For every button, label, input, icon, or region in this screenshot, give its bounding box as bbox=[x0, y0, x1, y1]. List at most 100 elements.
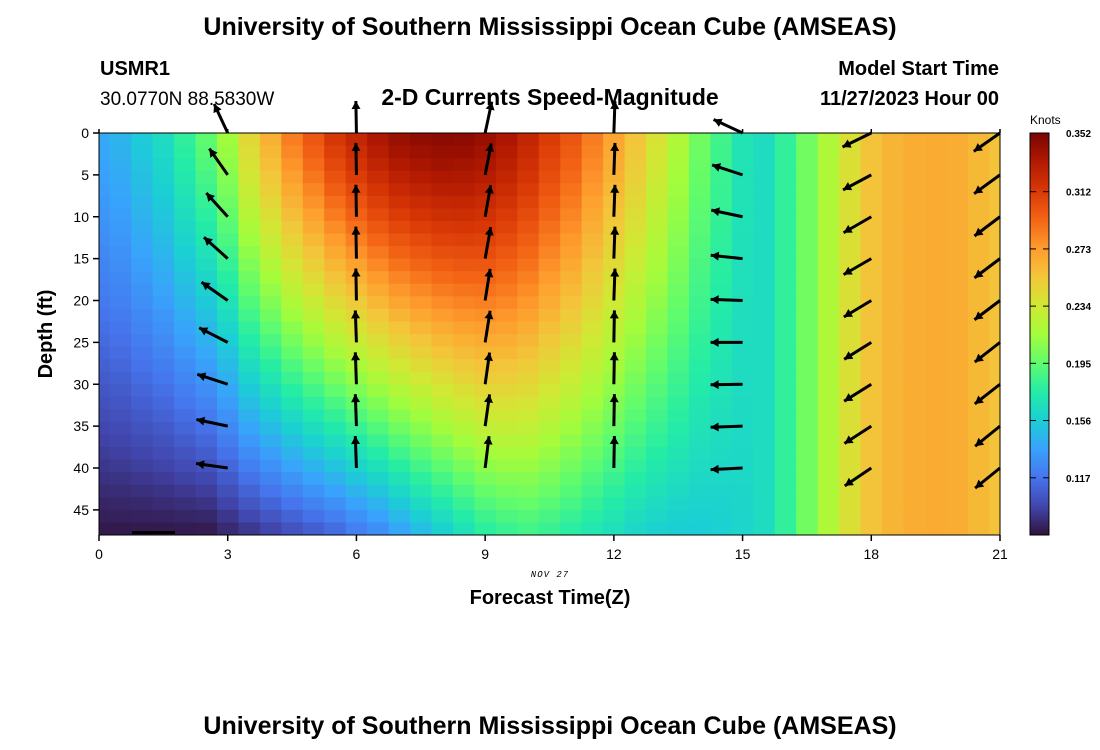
heatmap-cell bbox=[152, 296, 175, 310]
heatmap-cell bbox=[517, 522, 540, 535]
heatmap-cell bbox=[388, 195, 411, 209]
heatmap-cell bbox=[646, 158, 669, 172]
heatmap-cell bbox=[817, 497, 840, 511]
current-vector bbox=[198, 326, 229, 344]
heatmap-cell bbox=[688, 346, 711, 360]
heatmap-cell bbox=[324, 497, 347, 511]
heatmap-cell bbox=[174, 296, 197, 310]
heatmap-cell bbox=[581, 246, 604, 260]
heatmap-cell bbox=[581, 208, 604, 222]
heatmap-cell bbox=[903, 334, 926, 348]
heatmap-cell bbox=[581, 371, 604, 385]
heatmap-cell bbox=[238, 396, 261, 410]
heatmap-cell bbox=[646, 258, 669, 272]
heatmap-cell bbox=[517, 434, 540, 448]
heatmap-cell bbox=[667, 472, 690, 486]
heatmap-cell bbox=[238, 384, 261, 398]
heatmap-cell bbox=[882, 434, 905, 448]
heatmap-cell bbox=[238, 472, 261, 486]
heatmap-cell bbox=[796, 522, 819, 535]
heatmap-cell bbox=[796, 497, 819, 511]
heatmap-cell bbox=[774, 195, 797, 209]
heatmap-cell bbox=[646, 334, 669, 348]
heatmap-cell bbox=[989, 208, 1000, 222]
heatmap-cell bbox=[688, 459, 711, 473]
colorbar: 0.352 0.312 0.273 0.234 0.195 0.156 0.117 Knot… bbox=[1029, 113, 1091, 536]
heatmap-cell bbox=[131, 145, 154, 159]
heatmap-cell bbox=[667, 509, 690, 524]
current-vector bbox=[351, 142, 361, 175]
current-vector bbox=[842, 215, 873, 235]
heatmap-cell bbox=[452, 271, 476, 285]
heatmap-cell bbox=[646, 220, 669, 235]
heatmap-cell bbox=[238, 195, 261, 209]
heatmap-cell bbox=[281, 133, 304, 147]
heatmap-cell bbox=[924, 447, 947, 461]
heatmap-cell bbox=[495, 359, 518, 373]
heatmap-cell bbox=[109, 522, 132, 535]
heatmap-cell bbox=[538, 321, 561, 335]
heatmap-cell bbox=[302, 346, 325, 360]
heatmap-cell bbox=[753, 258, 776, 272]
heatmap-cell bbox=[324, 346, 347, 360]
heatmap-cell bbox=[259, 459, 282, 473]
current-vector bbox=[973, 299, 1001, 321]
heatmap-cell bbox=[259, 421, 282, 436]
heatmap-cell bbox=[560, 346, 583, 360]
heatmap-cell bbox=[474, 359, 497, 373]
current-vector bbox=[196, 372, 229, 386]
heatmap-cell bbox=[109, 145, 132, 159]
heatmap-cell bbox=[903, 220, 926, 235]
heatmap-cell bbox=[131, 158, 154, 172]
heatmap-cell bbox=[538, 133, 561, 147]
heatmap-cell bbox=[731, 497, 754, 511]
heatmap-cell bbox=[410, 409, 433, 423]
heatmap-cell bbox=[152, 283, 175, 297]
heatmap-cell bbox=[367, 359, 390, 373]
heatmap-cell bbox=[452, 158, 476, 172]
heatmap-cell bbox=[131, 497, 154, 511]
heatmap-cell bbox=[99, 145, 111, 159]
heatmap-cell bbox=[603, 484, 626, 498]
heatmap-cell bbox=[174, 258, 197, 272]
heatmap-cell bbox=[989, 509, 1000, 524]
current-vector bbox=[609, 394, 619, 427]
heatmap-cell bbox=[431, 371, 454, 385]
heatmap-cell bbox=[281, 334, 304, 348]
heatmap-cell bbox=[796, 434, 819, 448]
heatmap-cell bbox=[774, 421, 797, 436]
heatmap-cell bbox=[410, 133, 433, 147]
heatmap-cell bbox=[774, 522, 797, 535]
heatmap-cell bbox=[431, 472, 454, 486]
heatmap-cell bbox=[624, 170, 647, 184]
current-vector bbox=[351, 435, 361, 469]
heatmap-cell bbox=[174, 133, 197, 147]
heatmap-cell bbox=[99, 220, 111, 235]
heatmap-cell bbox=[324, 233, 347, 247]
x-tick-label: 3 bbox=[224, 546, 232, 562]
heatmap-cell bbox=[731, 296, 754, 310]
heatmap-cell bbox=[302, 195, 325, 209]
heatmap-cell bbox=[924, 472, 947, 486]
heatmap-cell bbox=[195, 384, 218, 398]
heatmap-cell bbox=[367, 271, 390, 285]
heatmap-cell bbox=[688, 283, 711, 297]
heatmap-cell bbox=[581, 170, 604, 184]
heatmap-cell bbox=[367, 246, 390, 260]
heatmap-cell bbox=[989, 220, 1000, 235]
current-vector bbox=[610, 226, 620, 259]
heatmap-cell bbox=[174, 334, 197, 348]
heatmap-cell bbox=[796, 283, 819, 297]
heatmap-cell bbox=[452, 208, 476, 222]
heatmap-cell bbox=[474, 421, 497, 436]
heatmap-cell bbox=[474, 434, 497, 448]
heatmap-cell bbox=[646, 384, 669, 398]
heatmap-cell bbox=[452, 195, 476, 209]
heatmap-cell bbox=[517, 258, 540, 272]
heatmap-cell bbox=[452, 170, 476, 184]
heatmap-cell bbox=[131, 233, 154, 247]
heatmap-cell bbox=[560, 409, 583, 423]
heatmap-cell bbox=[495, 258, 518, 272]
heatmap-cell bbox=[99, 271, 111, 285]
heatmap-cell bbox=[967, 459, 990, 473]
